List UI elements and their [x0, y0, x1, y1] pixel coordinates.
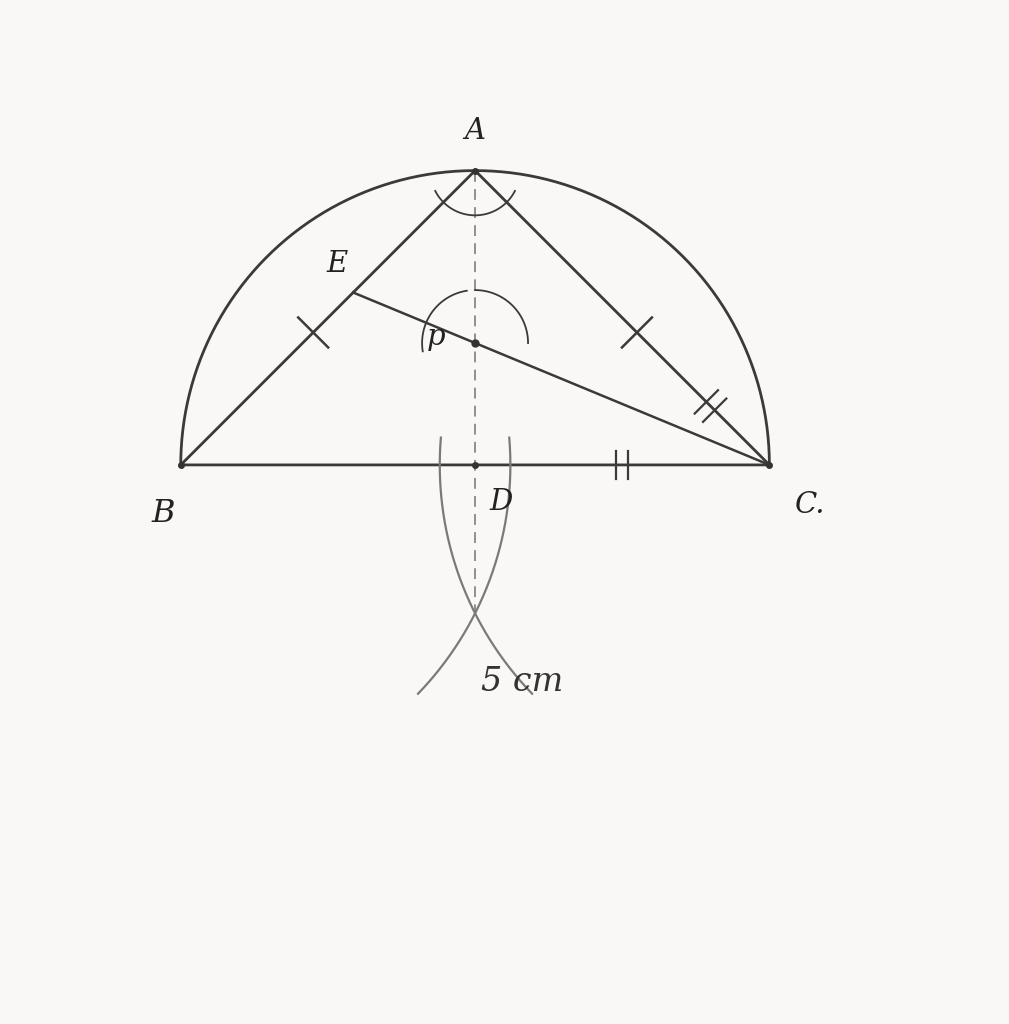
- Text: p: p: [427, 324, 446, 351]
- Text: B: B: [151, 498, 175, 528]
- Text: C.: C.: [795, 490, 825, 519]
- Text: A: A: [464, 117, 485, 144]
- Text: D: D: [489, 488, 513, 516]
- Text: 5 cm: 5 cm: [481, 667, 563, 698]
- Text: E: E: [326, 251, 347, 279]
